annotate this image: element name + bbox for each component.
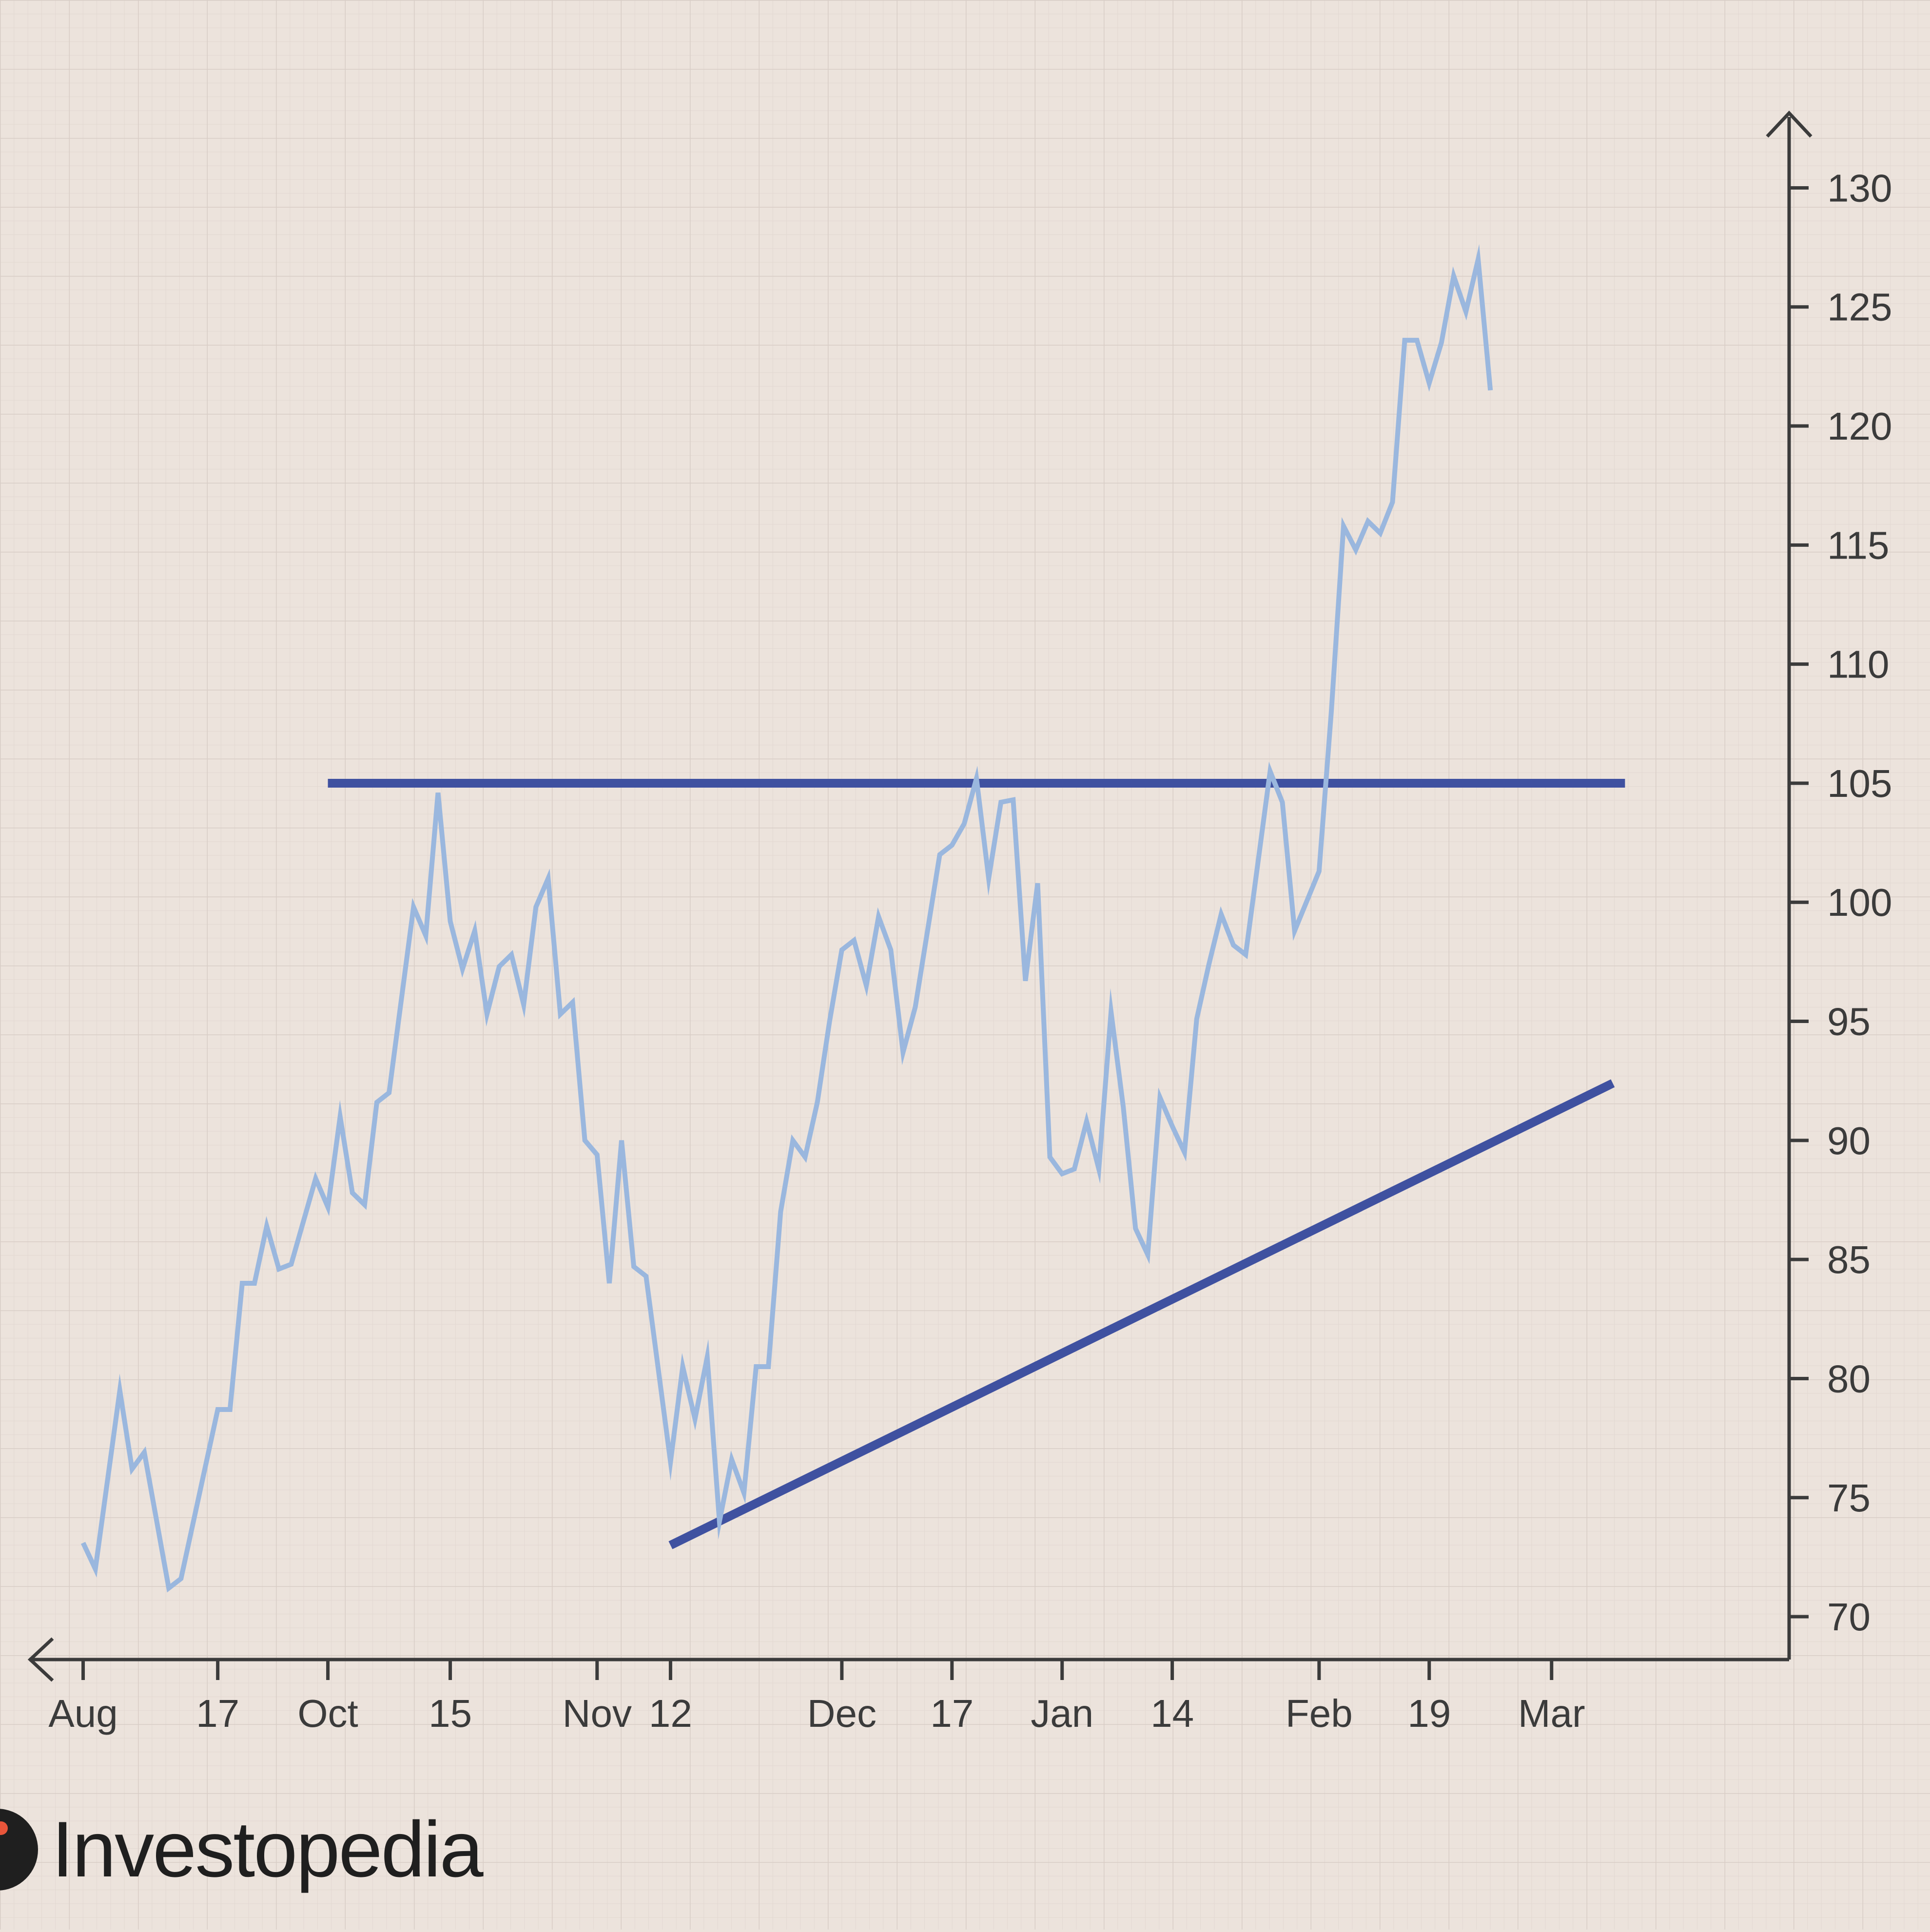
y-tick-label: 90 xyxy=(1827,1119,1871,1162)
x-tick-label: Oct xyxy=(297,1692,358,1735)
brand-logo: Investopedia xyxy=(0,1801,482,1898)
y-tick-label: 70 xyxy=(1827,1595,1871,1639)
x-tick-label: 19 xyxy=(1407,1692,1451,1735)
x-tick-label: Jan xyxy=(1031,1692,1093,1735)
x-tick-label: Mar xyxy=(1518,1692,1585,1735)
y-tick-label: 100 xyxy=(1827,881,1892,924)
x-tick-label: 17 xyxy=(196,1692,239,1735)
x-tick-label: 14 xyxy=(1150,1692,1194,1735)
x-tick-label: 17 xyxy=(930,1692,974,1735)
x-tick-label: Nov xyxy=(563,1692,632,1735)
x-tick-label: Dec xyxy=(807,1692,877,1735)
y-tick-label: 130 xyxy=(1827,166,1892,210)
y-tick-label: 110 xyxy=(1827,643,1890,686)
logo-mark-icon xyxy=(0,1801,41,1898)
y-tick-label: 115 xyxy=(1827,523,1890,567)
x-tick-label: Feb xyxy=(1286,1692,1353,1735)
x-tick-label: 12 xyxy=(649,1692,692,1735)
brand-name: Investopedia xyxy=(52,1810,482,1889)
y-tick-label: 80 xyxy=(1827,1357,1871,1400)
x-tick-label: Aug xyxy=(48,1692,117,1735)
y-tick-label: 75 xyxy=(1827,1476,1871,1520)
y-tick-label: 95 xyxy=(1827,1000,1871,1043)
y-tick-label: 120 xyxy=(1827,405,1892,448)
y-tick-label: 125 xyxy=(1827,286,1892,329)
y-tick-label: 105 xyxy=(1827,762,1892,805)
x-tick-label: 15 xyxy=(429,1692,472,1735)
y-tick-label: 85 xyxy=(1827,1238,1871,1281)
